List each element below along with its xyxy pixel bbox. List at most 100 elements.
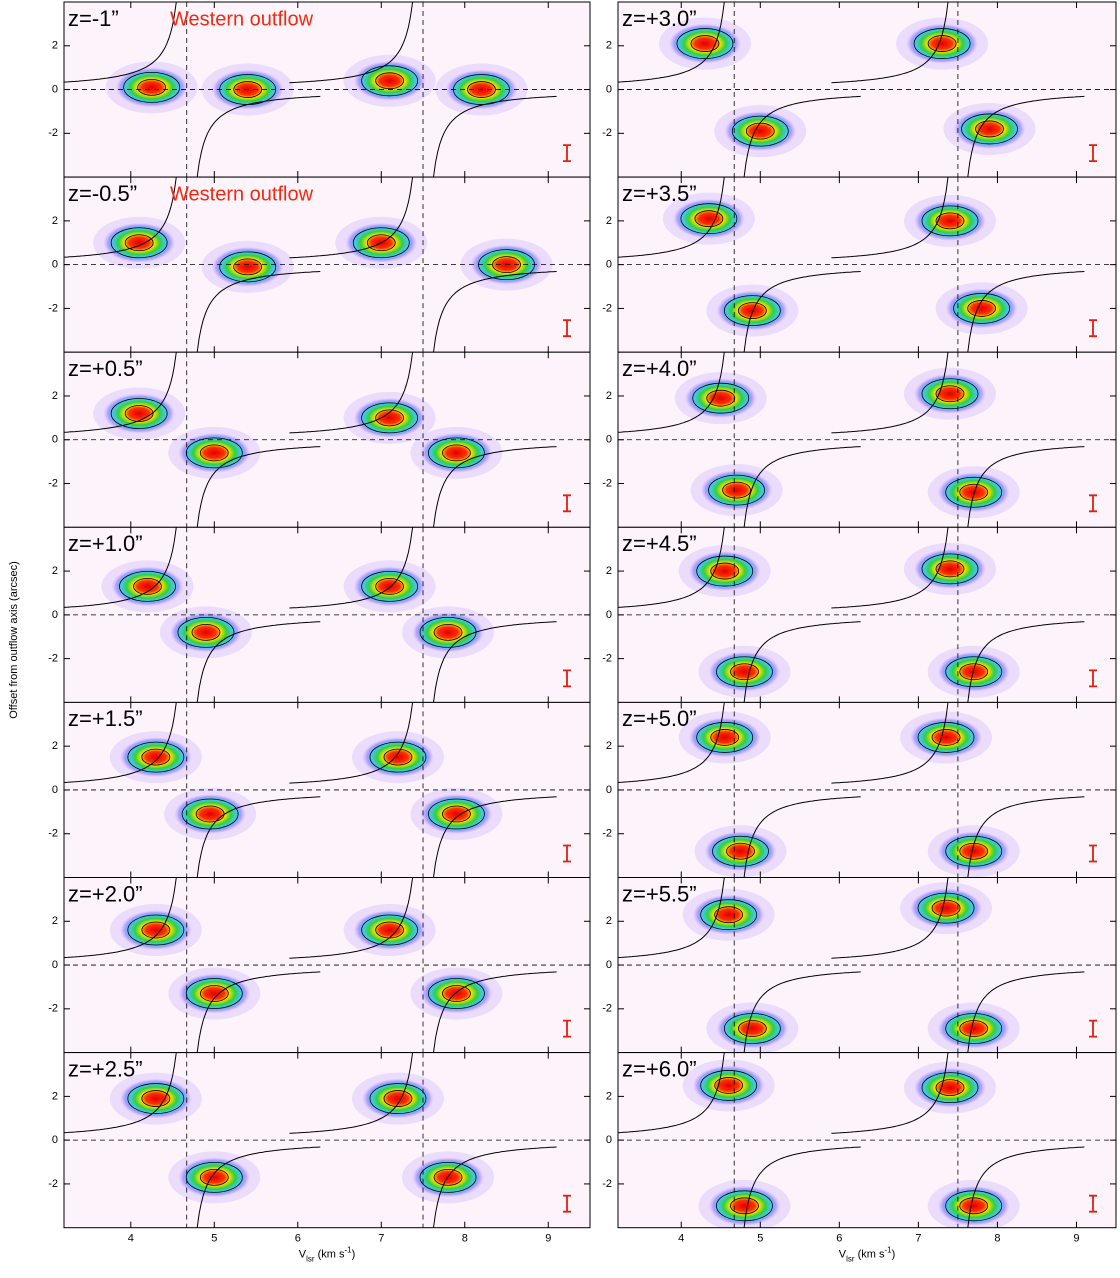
scale-bar <box>1089 144 1097 162</box>
model-curve <box>618 177 725 258</box>
model-curve <box>831 2 949 84</box>
contour <box>690 35 720 52</box>
y-tick-label: 0 <box>52 784 58 796</box>
emission-peak <box>688 717 761 758</box>
panel-label: z=+2.0” <box>68 881 143 906</box>
contour <box>219 251 277 283</box>
contour <box>700 899 758 931</box>
contour <box>177 616 235 648</box>
plot-area <box>64 877 590 1053</box>
model-curve <box>64 177 177 258</box>
emission-peak <box>353 566 426 607</box>
plot-area <box>64 2 590 178</box>
contour <box>696 722 754 753</box>
model-curve <box>618 1052 725 1134</box>
contour <box>119 570 176 602</box>
contour <box>708 474 765 506</box>
panel: -2 0 2 z=+3.5” <box>602 176 1117 353</box>
plot-area <box>64 352 590 528</box>
model-curve <box>831 1052 949 1134</box>
model-curve <box>743 271 861 353</box>
model-curve <box>743 446 861 528</box>
model-curve <box>433 446 557 528</box>
scale-bar <box>1089 669 1097 688</box>
x-tick-label: 9 <box>1073 1233 1079 1245</box>
emission-peak <box>937 651 1010 692</box>
panel-label: z=+5.0” <box>622 706 697 731</box>
contour <box>710 562 740 580</box>
contour <box>133 577 162 595</box>
contour <box>467 81 496 98</box>
contour <box>730 1197 759 1215</box>
scale-bar <box>563 319 571 338</box>
model-curve <box>743 971 861 1053</box>
contour <box>959 663 989 681</box>
model-curve <box>196 271 321 353</box>
emission-peak <box>361 1078 434 1119</box>
panel: -2 0 2 4 5 6 7 8 9 z=+6.0” <box>602 1052 1117 1245</box>
emission-peak <box>914 373 986 414</box>
contour <box>730 663 759 681</box>
panel-label: z=+4.0” <box>622 356 697 381</box>
panel: -2 0 2 z=+1.0” <box>48 526 591 703</box>
y-tick-label: -2 <box>602 1178 612 1190</box>
emission-peak <box>716 290 789 331</box>
x-axis-label-part: ) <box>352 1249 356 1261</box>
contour <box>442 985 471 1002</box>
contour <box>935 1079 965 1097</box>
contour <box>361 570 419 602</box>
plot-area <box>618 2 1116 178</box>
y-tick-label: 0 <box>606 434 612 446</box>
panel-label: z=+0.5” <box>68 356 143 381</box>
contour <box>935 385 965 403</box>
contour <box>233 81 263 98</box>
model-curve <box>289 177 414 259</box>
contour <box>428 798 485 830</box>
emission-peak <box>211 246 284 287</box>
y-tick-label: 0 <box>606 609 612 621</box>
contour <box>369 1083 427 1114</box>
y-tick-label: 0 <box>52 959 58 971</box>
contour <box>124 405 154 422</box>
contour <box>935 560 965 578</box>
plot-area <box>64 527 590 703</box>
contour <box>737 302 767 320</box>
y-tick-label: -2 <box>48 653 58 665</box>
y-tick-label: 2 <box>606 565 612 577</box>
contour <box>716 1190 773 1222</box>
y-tick-label: 2 <box>52 40 58 52</box>
contour <box>383 1090 413 1107</box>
x-axis-label-part: ) <box>892 1249 896 1261</box>
y-tick-label: 2 <box>606 915 612 927</box>
emission-peak <box>178 432 251 473</box>
contour <box>110 227 168 259</box>
contour <box>975 120 1004 138</box>
contour <box>931 899 961 917</box>
contour <box>694 210 724 228</box>
panel: -2 0 2 z=+5.5” <box>602 877 1117 1054</box>
contour <box>921 553 979 585</box>
contour <box>945 835 1003 867</box>
model-curve <box>433 621 557 703</box>
contour <box>921 205 979 237</box>
model-curve <box>64 2 177 83</box>
model-curve <box>967 1146 1085 1228</box>
x-tick-label: 7 <box>915 1233 921 1245</box>
panel-label: z=+5.5” <box>622 881 697 906</box>
model-curve <box>433 271 557 353</box>
contour <box>945 1013 1003 1044</box>
panel: -2 0 2 z=+5.0” <box>602 701 1117 879</box>
model-curve <box>196 446 321 528</box>
emission-peak <box>692 894 765 935</box>
emission-peak <box>119 1078 192 1119</box>
contour <box>185 1161 243 1193</box>
emission-peak <box>684 378 757 419</box>
contour <box>921 1072 979 1104</box>
y-tick-label: 2 <box>52 390 58 402</box>
x-tick-label: 8 <box>462 1233 468 1245</box>
contour <box>137 78 167 96</box>
model-curve <box>64 352 177 433</box>
contour <box>433 623 463 641</box>
emission-peak <box>174 794 247 835</box>
contour <box>706 389 736 407</box>
